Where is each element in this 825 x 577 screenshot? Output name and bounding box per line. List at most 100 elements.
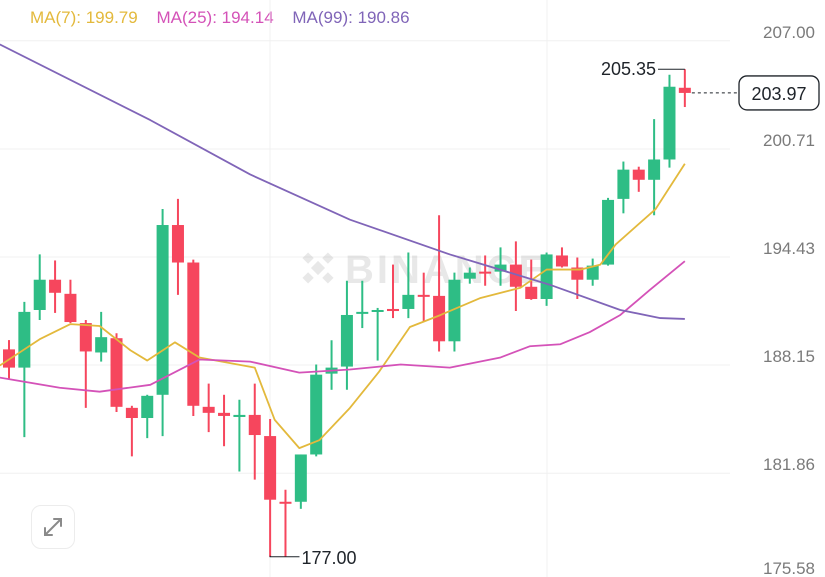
candle[interactable] <box>187 259 200 416</box>
candle-body <box>110 338 123 407</box>
grid <box>0 0 730 577</box>
candle[interactable] <box>248 383 261 480</box>
candle-body <box>586 265 599 280</box>
candle[interactable] <box>125 405 138 457</box>
candle-body <box>310 374 323 455</box>
candle[interactable] <box>356 280 369 329</box>
candle-body <box>371 309 384 312</box>
candle[interactable] <box>218 394 231 447</box>
candle-body <box>540 254 553 299</box>
candle[interactable] <box>617 161 630 214</box>
y-tick-label: 188.15 <box>763 347 815 366</box>
candle-body <box>678 87 691 93</box>
candle-body <box>494 264 507 272</box>
candle-body <box>64 293 77 323</box>
candle-body <box>448 279 461 342</box>
candle[interactable] <box>571 257 584 299</box>
candle[interactable] <box>402 252 415 319</box>
candle[interactable] <box>279 489 292 557</box>
candle[interactable] <box>479 255 492 286</box>
candle[interactable] <box>95 311 108 362</box>
y-tick-label: 207.00 <box>763 23 815 42</box>
candle[interactable] <box>264 419 277 557</box>
candle[interactable] <box>202 383 215 433</box>
y-axis: 207.00 200.71 194.43 188.15 181.86 175.58 <box>763 23 815 577</box>
candle[interactable] <box>387 264 399 319</box>
expand-button[interactable] <box>31 505 75 549</box>
candle[interactable] <box>678 69 691 108</box>
candle[interactable] <box>64 279 77 324</box>
candle-body <box>294 454 307 502</box>
high-price-label: 205.35 <box>601 59 656 79</box>
candle-body <box>417 294 430 297</box>
candle-body <box>18 311 31 368</box>
candle-body <box>125 407 138 419</box>
candle[interactable] <box>540 252 553 306</box>
candle[interactable] <box>294 454 307 509</box>
candle-body <box>141 395 154 419</box>
candle-body <box>264 436 277 500</box>
legend-ma99: MA(99): 190.86 <box>292 8 410 27</box>
last-price-label: 203.97 <box>751 84 806 104</box>
candle[interactable] <box>494 247 507 286</box>
candle[interactable] <box>648 119 661 216</box>
candle[interactable] <box>509 241 522 312</box>
expand-arrows-icon <box>44 518 62 536</box>
candle-body <box>571 267 584 280</box>
candle-body <box>233 414 246 417</box>
candle-body <box>340 314 353 367</box>
candle[interactable] <box>110 333 123 412</box>
candle-body <box>648 159 661 180</box>
candle-body <box>218 412 231 416</box>
candle[interactable] <box>79 319 92 408</box>
candle-body <box>555 255 568 267</box>
low-marker-line <box>269 555 300 558</box>
candle[interactable] <box>555 247 568 268</box>
ma-legend: MA(7): 199.79 MA(25): 194.14 MA(99): 190… <box>30 8 424 28</box>
last-price-box <box>738 75 820 111</box>
y-tick-label: 200.71 <box>763 131 815 150</box>
candle-body <box>525 286 538 299</box>
candle-body <box>602 199 615 265</box>
candle-body <box>202 406 215 413</box>
candle[interactable] <box>632 166 645 192</box>
candle-body <box>479 271 492 274</box>
candle-body <box>402 294 415 309</box>
candle[interactable] <box>463 267 476 284</box>
candle-body <box>33 279 46 310</box>
candle[interactable] <box>433 215 446 352</box>
candle-body <box>49 279 62 293</box>
candle[interactable] <box>141 394 154 439</box>
ma-line-ma7 <box>0 163 686 450</box>
candle[interactable] <box>49 260 62 313</box>
candle-body <box>433 295 446 342</box>
ma-line-ma25 <box>0 260 686 393</box>
candle-body <box>79 323 92 352</box>
candle[interactable] <box>663 74 676 168</box>
y-tick-label: 194.43 <box>763 239 815 258</box>
candle[interactable] <box>156 209 169 437</box>
y-tick-label: 175.58 <box>763 559 815 577</box>
candle-body <box>356 311 369 314</box>
low-price-label: 177.00 <box>301 548 356 568</box>
candle[interactable] <box>586 258 599 286</box>
legend-ma25: MA(25): 194.14 <box>156 8 274 27</box>
candle-body <box>248 414 261 436</box>
candle[interactable] <box>371 307 384 361</box>
ma-line-ma99 <box>0 43 685 320</box>
candle[interactable] <box>18 301 31 438</box>
candle-body <box>663 86 676 160</box>
candle[interactable] <box>33 254 46 320</box>
candles <box>3 69 691 557</box>
candle[interactable] <box>340 280 353 390</box>
candle[interactable] <box>171 198 184 295</box>
candle[interactable] <box>417 272 430 323</box>
candle[interactable] <box>448 272 461 352</box>
ma-lines <box>0 43 686 450</box>
candle-body <box>171 225 184 263</box>
annotations: 205.35 177.00 203.97 <box>269 59 820 568</box>
candle-body <box>509 264 522 287</box>
y-tick-label: 181.86 <box>763 455 815 474</box>
candle[interactable] <box>233 399 246 472</box>
